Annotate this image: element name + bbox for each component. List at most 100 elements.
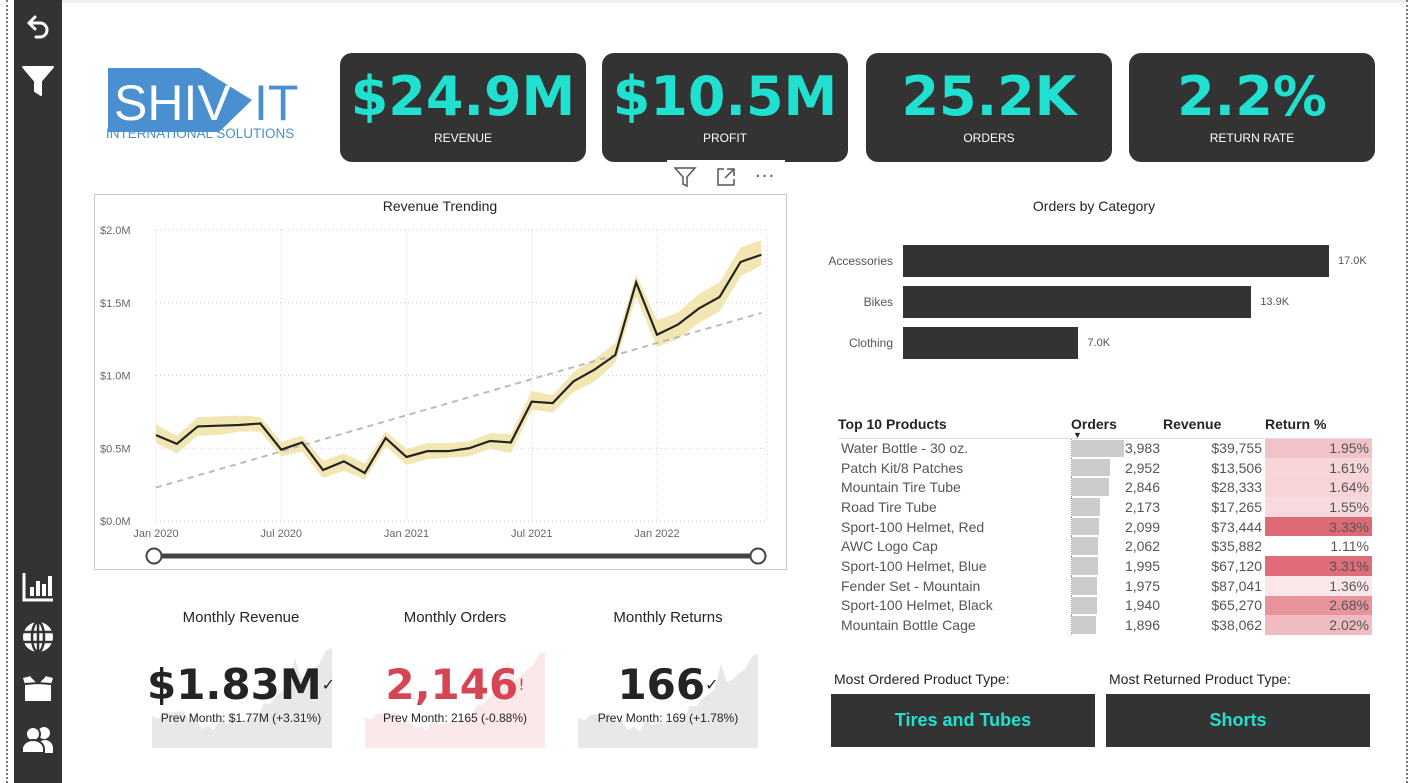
cell-value: $65,270 xyxy=(1211,597,1262,614)
data-point[interactable] xyxy=(338,455,350,467)
data-point[interactable] xyxy=(275,444,287,456)
product-name: Mountain Bottle Cage xyxy=(841,617,976,634)
orders-data-bar xyxy=(1071,616,1097,634)
data-point[interactable] xyxy=(296,436,308,448)
data-point[interactable] xyxy=(317,464,329,476)
category-bar[interactable] xyxy=(903,327,1079,359)
bar-chart-icon[interactable] xyxy=(14,571,62,603)
most-returned-value-card[interactable]: Shorts xyxy=(1106,694,1370,747)
revenue-cell: $65,270 xyxy=(1163,596,1265,616)
table-row[interactable]: Patch Kit/8 Patches 2,952 $13,506 1.61% xyxy=(838,457,1372,478)
header-return-pct[interactable]: Return % xyxy=(1265,415,1327,432)
sparkline-area xyxy=(365,651,545,748)
cell-value: $87,041 xyxy=(1211,577,1262,594)
kpi-label: REVENUE xyxy=(433,131,492,145)
filter-icon[interactable] xyxy=(14,65,62,97)
data-point[interactable] xyxy=(234,419,246,431)
data-point[interactable] xyxy=(213,420,225,432)
product-name: Patch Kit/8 Patches xyxy=(841,459,964,476)
most-ordered-value-card[interactable]: Tires and Tubes xyxy=(831,694,1095,747)
revenue-trending-chart[interactable]: Revenue Trending $0.0M $0.5M $1.0M $1.5M $2.0… xyxy=(94,194,787,570)
cell-value: 2,846 xyxy=(1124,479,1160,496)
kpi-card-return-rate[interactable]: 2.2% RETURN RATE xyxy=(1129,53,1375,162)
return-pct-cell: 2.68% xyxy=(1265,595,1372,616)
category-bar[interactable] xyxy=(903,286,1252,318)
data-point[interactable] xyxy=(192,420,204,432)
data-point[interactable] xyxy=(630,276,642,288)
data-point[interactable] xyxy=(735,256,747,268)
data-point[interactable] xyxy=(526,396,538,408)
monthly-revenue-prev: Prev Month: $1.77M (+3.31%) xyxy=(160,711,322,725)
data-point[interactable] xyxy=(714,291,726,303)
monthly-revenue-title: Monthly Revenue xyxy=(182,609,300,626)
revenue-cell: $73,444 xyxy=(1163,517,1265,537)
orders-cell: 2,173 xyxy=(1070,497,1163,517)
table-row[interactable]: Sport-100 Helmet, Red 2,099 $73,444 3.33% xyxy=(838,516,1372,537)
range-slider-start-handle[interactable] xyxy=(145,547,163,565)
cell-value: 1,995 xyxy=(1124,557,1160,574)
back-arrow-icon[interactable] xyxy=(14,12,62,42)
filter-icon[interactable] xyxy=(673,166,697,192)
data-point[interactable] xyxy=(672,319,684,331)
data-point[interactable] xyxy=(359,467,371,479)
value: 2,146 xyxy=(385,660,519,709)
product-name: Road Tire Tube xyxy=(841,498,937,515)
cell-value: 3.31% xyxy=(1329,557,1369,574)
table-row[interactable]: Mountain Bottle Cage 1,896 $38,062 2.02% xyxy=(838,615,1372,635)
data-point[interactable] xyxy=(484,435,496,447)
header-orders[interactable]: Orders ▼ xyxy=(1071,410,1163,440)
orders-cell: 2,062 xyxy=(1070,536,1163,557)
data-point[interactable] xyxy=(693,303,705,315)
data-point[interactable] xyxy=(401,451,413,463)
kpi-card-profit[interactable]: $10.5M PROFIT xyxy=(602,53,848,162)
sidebar xyxy=(14,0,62,783)
table-row[interactable]: Fender Set - Mountain 1,975 $87,041 1.36% xyxy=(838,575,1372,596)
category-bar[interactable] xyxy=(903,245,1329,277)
data-point[interactable] xyxy=(505,436,517,448)
category-value-label: 13.9K xyxy=(1260,296,1290,308)
kpi-card-orders[interactable]: 25.2K ORDERS xyxy=(866,53,1112,162)
table-row[interactable]: AWC Logo Cap 2,062 $35,882 1.11% xyxy=(838,536,1372,557)
table-row[interactable]: Sport-100 Helmet, Blue 1,995 $67,120 3.31% xyxy=(838,556,1372,576)
data-point[interactable] xyxy=(171,438,183,450)
data-point[interactable] xyxy=(380,432,392,444)
cell-value: $35,882 xyxy=(1211,538,1262,555)
open-box-icon[interactable] xyxy=(14,674,62,704)
data-point[interactable] xyxy=(609,349,621,361)
table-row[interactable]: Water Bottle - 30 oz. 3,983 $39,755 1.95% xyxy=(838,438,1372,458)
data-point[interactable] xyxy=(442,445,454,457)
data-point[interactable] xyxy=(568,375,580,387)
return-pct-cell: 3.33% xyxy=(1265,516,1372,537)
more-options-icon[interactable]: ··· xyxy=(755,166,776,187)
range-slider-end-handle[interactable] xyxy=(749,547,767,565)
cell-value: $73,444 xyxy=(1211,518,1262,535)
data-point[interactable] xyxy=(651,329,663,341)
return-pct-cell: 1.11% xyxy=(1265,536,1372,557)
table-row[interactable]: Mountain Tire Tube 2,846 $28,333 1.64% xyxy=(838,477,1372,498)
data-point[interactable] xyxy=(588,364,600,376)
data-point[interactable] xyxy=(547,397,559,409)
kpi-card-revenue[interactable]: $24.9M REVENUE xyxy=(340,53,586,162)
data-point[interactable] xyxy=(755,249,767,261)
y-tick-label: $1.0M xyxy=(100,371,131,383)
header-revenue[interactable]: Revenue xyxy=(1163,415,1222,432)
table-row[interactable]: Road Tire Tube 2,173 $17,265 1.55% xyxy=(838,497,1372,517)
cell-value: 2,173 xyxy=(1124,498,1160,515)
chart-title: Revenue Trending xyxy=(383,198,497,214)
category-value-label: 7.0K xyxy=(1087,337,1111,349)
svg-text:IT: IT xyxy=(254,75,298,131)
table-row[interactable]: Sport-100 Helmet, Black 1,940 $65,270 2.68% xyxy=(838,595,1372,616)
x-tick-label: Jan 2021 xyxy=(384,528,429,540)
monthly-orders-prev: Prev Month: 2165 (-0.88%) xyxy=(382,711,528,725)
data-point[interactable] xyxy=(463,442,475,454)
users-icon[interactable] xyxy=(14,725,62,755)
data-point[interactable] xyxy=(421,445,433,457)
header-product[interactable]: Top 10 Products xyxy=(838,415,947,432)
revenue-cell: $87,041 xyxy=(1163,576,1265,596)
globe-icon[interactable] xyxy=(14,620,62,654)
monthly-orders-value: 2,146! xyxy=(345,660,565,710)
data-point[interactable] xyxy=(150,429,162,441)
data-point[interactable] xyxy=(254,418,266,430)
monthly-orders-sparkline xyxy=(365,632,545,748)
focus-mode-icon[interactable] xyxy=(715,166,737,192)
